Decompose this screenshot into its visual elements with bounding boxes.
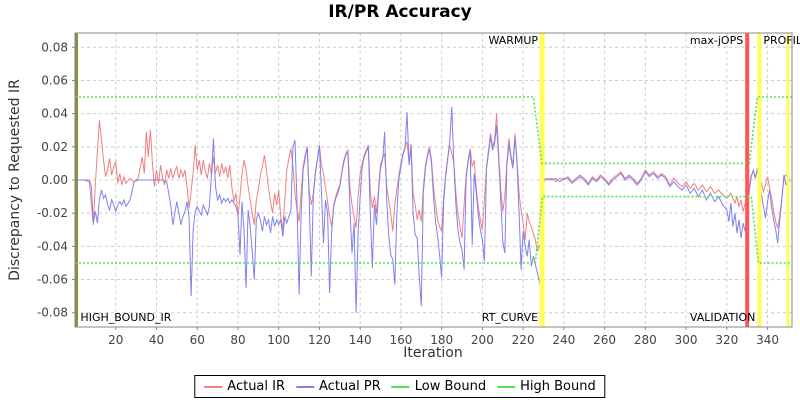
phase-markers xyxy=(74,33,790,327)
x-tick-label: 340 xyxy=(756,333,779,347)
series-actual-ir-line xyxy=(77,113,791,259)
y-tick-label: 0.00 xyxy=(41,173,68,187)
marker-validation-label: VALIDATION xyxy=(690,311,756,324)
y-tick-label: -0.02 xyxy=(37,206,68,220)
y-tick-label: -0.08 xyxy=(37,306,68,320)
legend-label-actual-ir: Actual IR xyxy=(227,379,286,394)
axis-ticks: 20 40 60 80 100 120 140 160 180 200 220 240 260 280 30… xyxy=(37,40,779,347)
y-tick-label: -0.06 xyxy=(37,273,68,287)
x-tick-label: 240 xyxy=(552,333,575,347)
x-tick-label: 120 xyxy=(308,333,331,347)
legend-label-high-bound: High Bound xyxy=(520,379,596,394)
legend-item-high-bound: High Bound xyxy=(497,379,596,394)
series-actual-pr-line xyxy=(77,106,791,313)
x-tick-label: 60 xyxy=(190,333,205,347)
x-tick-label: 180 xyxy=(430,333,453,347)
x-axis-title: Iteration xyxy=(403,345,463,361)
x-tick-label: 100 xyxy=(267,333,290,347)
marker-profile-label: PROFILE xyxy=(763,34,800,47)
marker-warmup-label: WARMUP xyxy=(488,34,538,47)
chart-legend: Actual IR Actual PR Low Bound High Bound xyxy=(194,375,606,398)
x-tick-label: 40 xyxy=(149,333,164,347)
legend-swatch-low-bound xyxy=(391,385,410,388)
y-tick-label: 0.02 xyxy=(41,140,68,154)
x-tick-label: 260 xyxy=(593,333,616,347)
legend-label-low-bound: Low Bound xyxy=(414,379,487,394)
legend-swatch-actual-ir xyxy=(204,385,223,388)
series-low-bound-line xyxy=(75,195,792,264)
legend-item-low-bound: Low Bound xyxy=(391,379,487,394)
x-tick-label: 220 xyxy=(512,333,535,347)
legend-swatch-high-bound xyxy=(497,385,516,388)
y-tick-label: -0.04 xyxy=(37,239,68,253)
x-tick-label: 300 xyxy=(675,333,698,347)
x-tick-label: 20 xyxy=(108,333,123,347)
marker-high-bound-ir-label: HIGH_BOUND_IR xyxy=(80,311,171,324)
legend-item-actual-pr: Actual PR xyxy=(296,379,381,394)
y-tick-label: 0.08 xyxy=(41,40,68,54)
legend-swatch-actual-pr xyxy=(296,385,315,388)
y-tick-label: 0.04 xyxy=(41,107,68,121)
legend-item-actual-ir: Actual IR xyxy=(204,379,285,394)
chart-title: IR/PR Accuracy xyxy=(328,2,472,22)
marker-max-jops-label: max-jOPS xyxy=(690,34,743,47)
x-tick-label: 280 xyxy=(634,333,657,347)
series-high-bound-line xyxy=(75,96,792,165)
legend-label-actual-pr: Actual PR xyxy=(319,379,381,394)
x-tick-label: 200 xyxy=(471,333,494,347)
x-tick-label: 320 xyxy=(715,333,738,347)
marker-rt-curve-label: RT_CURVE xyxy=(482,311,538,324)
x-tick-label: 140 xyxy=(349,333,372,347)
x-tick-label: 160 xyxy=(389,333,412,347)
x-tick-label: 80 xyxy=(230,333,245,347)
y-tick-label: 0.06 xyxy=(41,73,68,87)
